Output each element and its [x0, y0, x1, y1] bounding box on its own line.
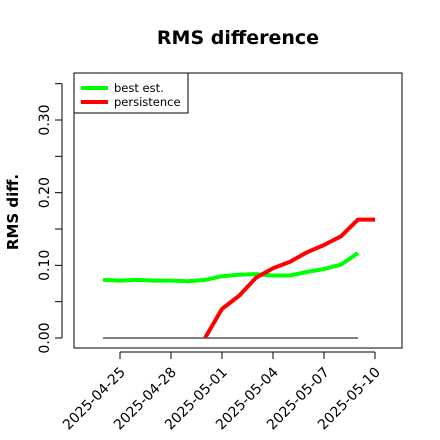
- legend-box: [73, 72, 189, 114]
- y-axis-label: RMS diff.: [4, 174, 22, 250]
- y-axis: 0.00 0.10 0.20 0.30: [37, 83, 63, 354]
- series-layer: [102, 217, 375, 340]
- y-tick-label: 0.30: [37, 104, 53, 135]
- y-tick-label: 0.20: [37, 177, 53, 208]
- y-tick-label: 0.10: [37, 250, 53, 281]
- x-axis: 2025-04-252025-04-282025-05-012025-05-04…: [60, 351, 384, 433]
- chart-title: RMS difference: [157, 27, 319, 49]
- y-tick-label: 0.00: [37, 322, 53, 353]
- legend: best est. persistence: [73, 72, 189, 114]
- series-line-best-est: [102, 251, 360, 284]
- plot-frame: [73, 72, 403, 349]
- legend-label-best-est: best est.: [114, 81, 164, 95]
- legend-label-persistence: persistence: [114, 95, 181, 109]
- series-line-persistence: [203, 217, 375, 340]
